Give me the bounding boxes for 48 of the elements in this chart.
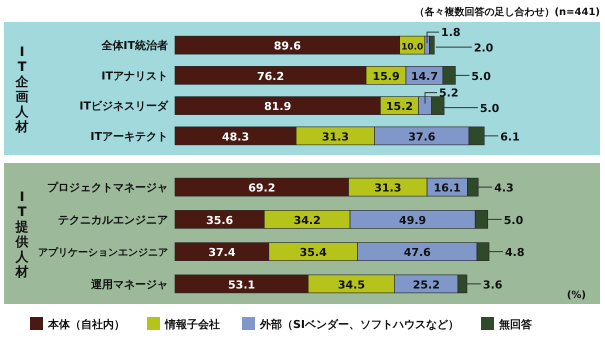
y-tick-label: ITアーキテクト <box>90 130 168 143</box>
data-label: 4.8 <box>505 246 524 260</box>
data-label: 25.2 <box>412 278 440 292</box>
data-label: 14.7 <box>410 70 438 83</box>
data-label: 69.2 <box>248 182 276 195</box>
data-label: 76.2 <box>256 70 284 83</box>
y-tick-label: アプリケーションエンジニア <box>38 246 168 259</box>
legend-label: 外部（SIベンダー、ソフトハウスなど） <box>259 318 460 331</box>
data-label: 15.9 <box>372 70 400 83</box>
text: (%) <box>566 290 586 301</box>
data-label: 1.8 <box>441 26 461 40</box>
data-label: 35.6 <box>206 214 234 227</box>
data-label: 31.3 <box>374 182 402 195</box>
legend-label: 本体（自社内） <box>47 318 125 331</box>
data-label: 10.0 <box>401 42 424 53</box>
data-label: 48.3 <box>222 130 250 144</box>
text: （各々複数回答の足し合わせ）(n=441) <box>414 6 600 18</box>
data-label: 5.2 <box>439 86 459 100</box>
data-label: 4.3 <box>494 182 514 195</box>
y-tick-label: テクニカルエンジニア <box>58 213 168 226</box>
data-label: 53.1 <box>228 278 256 292</box>
data-label: 5.0 <box>471 70 492 83</box>
y-tick-label: ITビジネスリーダ <box>79 100 169 113</box>
data-label: 31.3 <box>322 130 349 144</box>
data-label: 37.6 <box>408 130 436 144</box>
data-label: 5.0 <box>480 102 500 116</box>
data-label: 35.4 <box>300 246 328 260</box>
data-label: 5.0 <box>504 214 524 227</box>
data-label: 34.5 <box>338 278 366 292</box>
data-label: 2.0 <box>474 42 494 55</box>
data-label: 6.1 <box>500 130 520 144</box>
data-label: 15.2 <box>386 100 414 114</box>
y-axis-title: IT提供人材 <box>14 190 30 280</box>
y-tick-label: ITアナリスト <box>101 69 168 82</box>
y-tick-label: 全体IT統治者 <box>100 39 168 52</box>
data-label: 37.4 <box>208 246 236 260</box>
data-label: 34.2 <box>294 214 321 227</box>
legend-label: 情報子会社 <box>164 318 220 331</box>
data-label: 89.6 <box>274 40 302 53</box>
data-label: 49.9 <box>399 214 426 227</box>
data-label: 16.1 <box>434 182 461 195</box>
data-label: 81.9 <box>264 100 292 114</box>
y-tick-label: 運用マネージャ <box>90 278 168 291</box>
data-label: 3.6 <box>482 278 503 292</box>
legend-label: 無回答 <box>498 318 534 331</box>
y-axis-title: IT企画人材 <box>14 45 30 135</box>
data-label: 47.6 <box>404 246 432 260</box>
y-tick-label: プロジェクトマネージャ <box>47 181 168 194</box>
